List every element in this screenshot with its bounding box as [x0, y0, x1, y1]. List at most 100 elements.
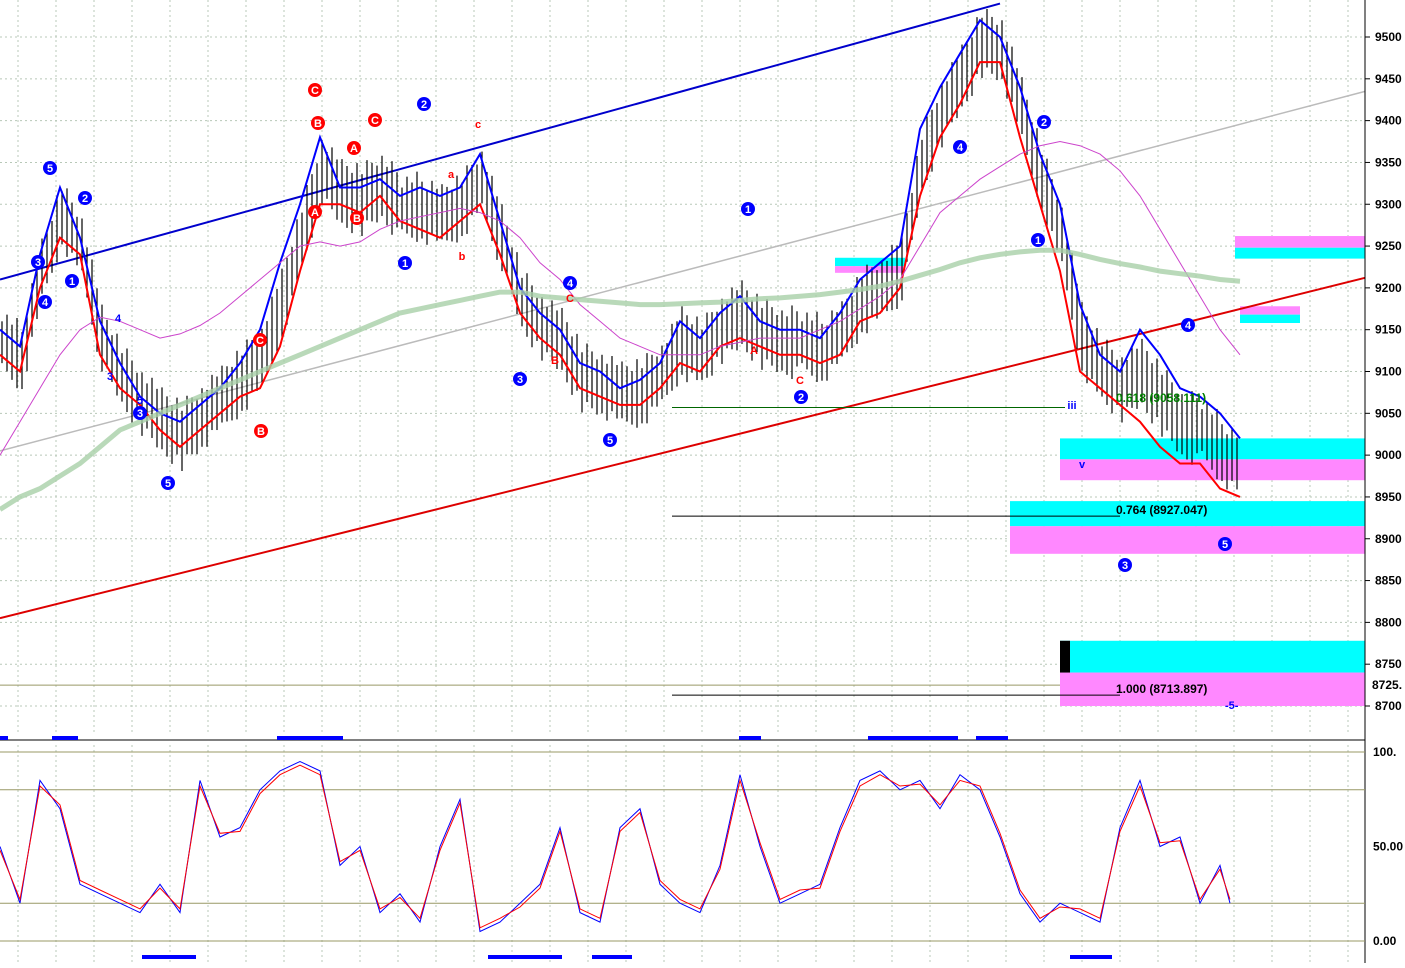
target-zone	[1240, 306, 1300, 315]
upper-channel-line	[0, 2, 1001, 281]
wave-label: v	[1079, 459, 1086, 471]
price-axis: 9500 9450 9400 9350 9300 9250 9200 9150 9100 9050…	[1364, 0, 1405, 963]
wave-label: 3	[517, 374, 523, 386]
y-tick-label: 9500	[1375, 30, 1402, 44]
wave-label: 2	[798, 392, 804, 404]
signal-bar	[488, 955, 562, 959]
oscillator-panel: 100. 50.00 0.00	[0, 736, 1403, 959]
wave-label-circle	[253, 333, 267, 347]
wave-label-circle	[31, 255, 45, 269]
fib-labels: 0.764 (8927.047) 1.000 (8713.897) 0.618 …	[1116, 391, 1239, 712]
target-zone	[1240, 314, 1300, 323]
y-tick-label: 9100	[1375, 365, 1402, 379]
wave-label: 2	[82, 193, 88, 205]
wave-label: A	[750, 345, 758, 357]
y-tick-label: 9200	[1375, 281, 1402, 295]
zone-marker	[1060, 640, 1070, 673]
wave-label-circle	[1031, 233, 1045, 247]
wave-label-circle	[741, 202, 755, 216]
axis-bg	[1365, 0, 1405, 963]
target-zone	[1010, 501, 1365, 527]
wave-label-circle	[398, 256, 412, 270]
wave-label: B	[551, 355, 559, 367]
y-tick-label: 8850	[1375, 574, 1402, 588]
wave-label: C	[566, 293, 574, 305]
y-tick-label: 9050	[1375, 406, 1402, 420]
y-tick-label: 8950	[1375, 490, 1402, 504]
y-tick-label: 9250	[1375, 239, 1402, 253]
wave-labels: 5234153CBACBACB2134512412354CBAC534viiia…	[31, 83, 1232, 572]
wave-label: 5	[1222, 539, 1228, 551]
wave-label: 1	[69, 276, 75, 288]
wave-label: 2	[1041, 117, 1047, 129]
wave-label: 5	[137, 395, 143, 407]
signal-bar	[52, 736, 78, 740]
wave-label-circle	[563, 276, 577, 290]
wave-label-circle	[38, 295, 52, 309]
wave-label: C	[311, 85, 319, 97]
wave-label-circle	[368, 113, 382, 127]
y-tick-label: 8900	[1375, 532, 1402, 546]
wave-label-circle	[417, 97, 431, 111]
wave-label: 5	[607, 435, 613, 447]
fib-label-0618: 0.618 (9058.111)	[1116, 391, 1206, 405]
wave-label: b	[459, 251, 466, 263]
wave-label-circle	[43, 161, 57, 175]
wave-label: A	[311, 207, 319, 219]
y-tick-label: 8800	[1375, 615, 1402, 629]
wave-label: 1	[1035, 235, 1041, 247]
wave-label: B	[314, 118, 322, 130]
wave-label: C	[796, 375, 804, 387]
wave-label: 3	[107, 371, 113, 383]
osc-tick-label: 50.00	[1373, 840, 1403, 854]
signal-bar	[1070, 955, 1112, 959]
indicator-lines	[0, 18, 1241, 512]
signal-bar	[0, 736, 8, 740]
wave-label: 2	[421, 99, 427, 111]
wave-label: C	[371, 115, 379, 127]
target-zone	[1060, 640, 1365, 673]
indicator-line-1	[0, 61, 1241, 498]
wave-label: C	[256, 335, 264, 347]
signal-bar	[739, 736, 761, 740]
wave-label: 3	[35, 257, 41, 269]
target-zone	[835, 257, 905, 267]
wave-label: a	[448, 169, 455, 181]
wave-label-circle	[78, 191, 92, 205]
wave-label-circle	[1037, 115, 1051, 129]
wave-label: 3	[1122, 560, 1128, 572]
wave-label-circle	[133, 406, 147, 420]
y-tick-label: 9450	[1375, 72, 1402, 86]
wave-label: 4	[115, 313, 122, 325]
wave-label: B	[257, 426, 265, 438]
wave-label: 1	[402, 258, 408, 270]
wave-label-circle	[794, 390, 808, 404]
small-label: -5-	[1225, 700, 1239, 712]
wave-label: 4	[42, 297, 49, 309]
indicator-line-3	[0, 247, 1241, 512]
wave-label-circle	[161, 476, 175, 490]
price-marker-label: 8725.	[1372, 678, 1402, 692]
signal-bar	[142, 955, 196, 959]
wave-label-circle	[953, 140, 967, 154]
wave-label-circle	[350, 211, 364, 225]
wave-label-circle	[513, 372, 527, 386]
y-tick-label: 9400	[1375, 114, 1402, 128]
signal-bar	[868, 736, 958, 740]
wave-label: 5	[47, 163, 53, 175]
wave-label: 4	[567, 278, 574, 290]
target-zone	[1235, 247, 1365, 259]
wave-label-circle	[308, 83, 322, 97]
target-zone	[1010, 526, 1365, 554]
osc-tick-label: 100.	[1373, 745, 1396, 759]
wave-label-circle	[65, 274, 79, 288]
grid	[0, 0, 1365, 963]
wave-label: B	[353, 213, 361, 225]
wave-label: 3	[137, 408, 143, 420]
wave-label: 4	[1185, 320, 1192, 332]
wave-label: 1	[745, 204, 751, 216]
wave-label-circle	[1218, 537, 1232, 551]
y-tick-label: 8750	[1375, 657, 1402, 671]
y-tick-label: 9000	[1375, 448, 1402, 462]
